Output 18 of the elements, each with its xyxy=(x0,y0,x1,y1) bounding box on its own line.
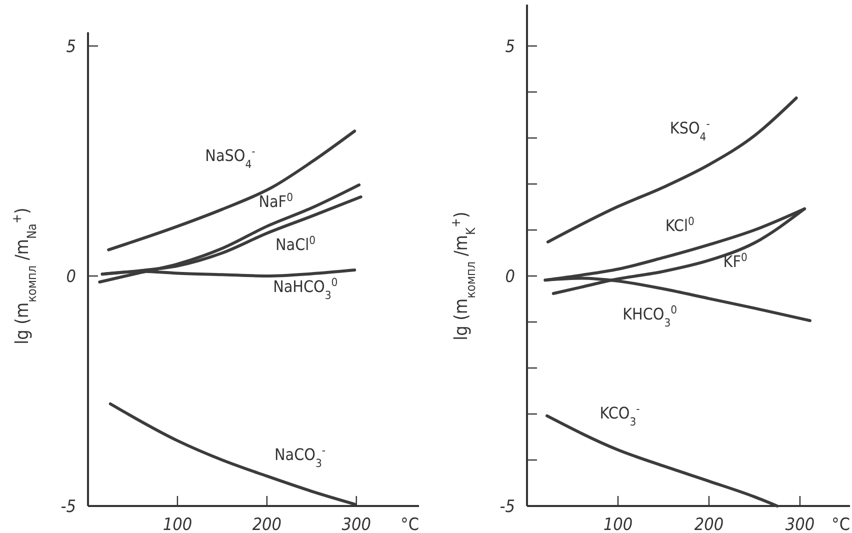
y-tick-label: 5 xyxy=(505,36,515,57)
x-tick-label: 100 xyxy=(162,515,192,533)
series-label: NaF$^{0}$ xyxy=(258,190,294,211)
series-label: NaCl$^{0}$ xyxy=(276,233,316,254)
y-tick-label: -5 xyxy=(500,496,515,517)
x-tick-label: 100 xyxy=(603,515,633,533)
x-tick-label: 300 xyxy=(342,515,371,533)
series-label: KF$^{0}$ xyxy=(723,250,748,271)
y-tick-label: -5 xyxy=(60,496,76,517)
x-axis-title: °C xyxy=(832,515,850,533)
x-axis-title: °C xyxy=(400,515,419,533)
x-tick-label: 300 xyxy=(785,515,815,533)
series-label: KCl$^{0}$ xyxy=(665,214,694,235)
x-tick-label: 200 xyxy=(694,515,724,533)
y-tick-label: 0 xyxy=(505,266,515,287)
y-tick-label: 0 xyxy=(66,266,76,287)
x-tick-label: 200 xyxy=(252,515,282,533)
y-tick-label: 5 xyxy=(66,36,76,57)
